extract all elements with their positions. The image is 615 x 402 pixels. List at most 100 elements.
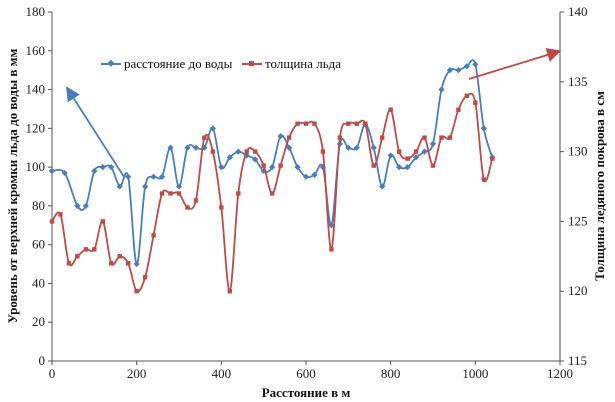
data-point — [354, 121, 359, 126]
legend-item-series-2: толщина льда — [242, 56, 341, 71]
data-point — [269, 191, 275, 196]
data-point — [159, 191, 165, 196]
data-point — [142, 275, 148, 280]
data-point — [396, 164, 403, 171]
annotation-arrow-1 — [66, 86, 125, 178]
data-point — [235, 148, 242, 155]
data-point — [286, 135, 292, 140]
data-point — [473, 100, 478, 105]
data-point — [363, 121, 368, 126]
data-point — [109, 261, 114, 266]
data-point — [168, 191, 173, 196]
data-point — [429, 140, 437, 147]
data-point — [277, 132, 284, 140]
series-line-1 — [51, 59, 494, 265]
data-point — [422, 135, 427, 140]
data-point — [202, 135, 207, 140]
data-point — [192, 144, 200, 151]
y2-tick-label: 130 — [568, 144, 588, 159]
data-point — [134, 289, 139, 294]
data-point — [490, 156, 495, 161]
data-point — [456, 107, 461, 112]
data-point — [48, 167, 56, 175]
annotation-layer — [66, 48, 562, 178]
data-point — [185, 205, 190, 210]
y-tick-label: 100 — [26, 159, 46, 174]
data-point — [464, 93, 470, 98]
legend: расстояние до воды толщина льда — [101, 56, 341, 71]
data-point — [49, 219, 55, 224]
data-point — [244, 149, 249, 154]
y-tick-label: 40 — [32, 275, 45, 290]
y-tick-label: 160 — [26, 43, 46, 58]
data-point — [126, 261, 131, 266]
y-tick-label: 0 — [39, 353, 46, 368]
y-axis-title: Уровень от верхней кромки льда до воды в… — [5, 49, 20, 324]
data-point — [99, 163, 106, 171]
x-tick-label: 1200 — [547, 366, 573, 381]
y2-tick-label: 120 — [568, 283, 588, 298]
data-point — [210, 149, 216, 154]
series-2 — [49, 92, 495, 294]
x-tick-label: 1000 — [462, 366, 488, 381]
data-point — [337, 135, 343, 140]
series-layer — [48, 59, 496, 294]
data-point — [253, 149, 258, 154]
data-point — [480, 125, 487, 132]
y2-tick-label: 140 — [568, 4, 588, 19]
data-point — [294, 164, 301, 171]
data-point — [142, 183, 149, 190]
data-point — [227, 289, 232, 294]
data-point — [404, 163, 411, 171]
data-point — [151, 233, 156, 238]
data-point — [328, 222, 335, 229]
y2-tick-label: 135 — [568, 74, 588, 89]
axes: 0 200 400 600 800 1000 1200 0 20 40 60 80 100 120 140 1… — [26, 4, 588, 381]
data-point — [430, 163, 436, 168]
data-point — [83, 247, 89, 252]
y-tick-label: 140 — [26, 82, 46, 97]
data-point — [439, 135, 444, 140]
annotation-arrow-2 — [468, 48, 562, 80]
data-point — [133, 260, 140, 268]
y-tick-label: 120 — [26, 120, 46, 135]
data-point — [438, 86, 445, 93]
data-point — [75, 254, 80, 259]
legend-label-series-2: толщина льда — [265, 56, 341, 71]
data-point — [380, 135, 385, 140]
x-tick-label: 600 — [296, 366, 316, 381]
y-tick-label: 20 — [32, 314, 45, 329]
data-point — [312, 121, 317, 126]
y2-axis-title: Толщина ледяного покрова в см — [592, 91, 607, 281]
data-point — [269, 164, 276, 171]
data-point — [346, 121, 351, 126]
data-point — [236, 191, 241, 196]
data-point — [413, 149, 419, 154]
data-point — [421, 148, 428, 155]
data-point — [405, 156, 410, 161]
y-tick-label: 180 — [26, 4, 46, 19]
data-point — [387, 152, 394, 159]
data-point — [481, 177, 486, 182]
data-point — [261, 163, 266, 168]
data-point — [175, 183, 183, 190]
data-point — [472, 61, 479, 68]
y2-tick-label: 115 — [568, 353, 587, 368]
legend-item-series-1: расстояние до воды — [101, 56, 233, 71]
x-axis-title: Расстояние в м — [262, 385, 351, 400]
data-point — [370, 144, 377, 151]
data-point — [193, 198, 199, 203]
data-point — [447, 135, 453, 140]
y-tick-label: 60 — [32, 237, 45, 252]
data-point — [150, 173, 157, 180]
data-point — [295, 121, 300, 126]
legend-marker-series-1 — [107, 59, 115, 67]
data-point — [455, 67, 462, 74]
data-point — [218, 164, 225, 171]
y-tick-label: 80 — [32, 198, 45, 213]
x-tick-label: 0 — [49, 366, 56, 381]
x-tick-label: 400 — [212, 366, 232, 381]
data-point — [66, 261, 72, 266]
x-tick-label: 200 — [127, 366, 147, 381]
